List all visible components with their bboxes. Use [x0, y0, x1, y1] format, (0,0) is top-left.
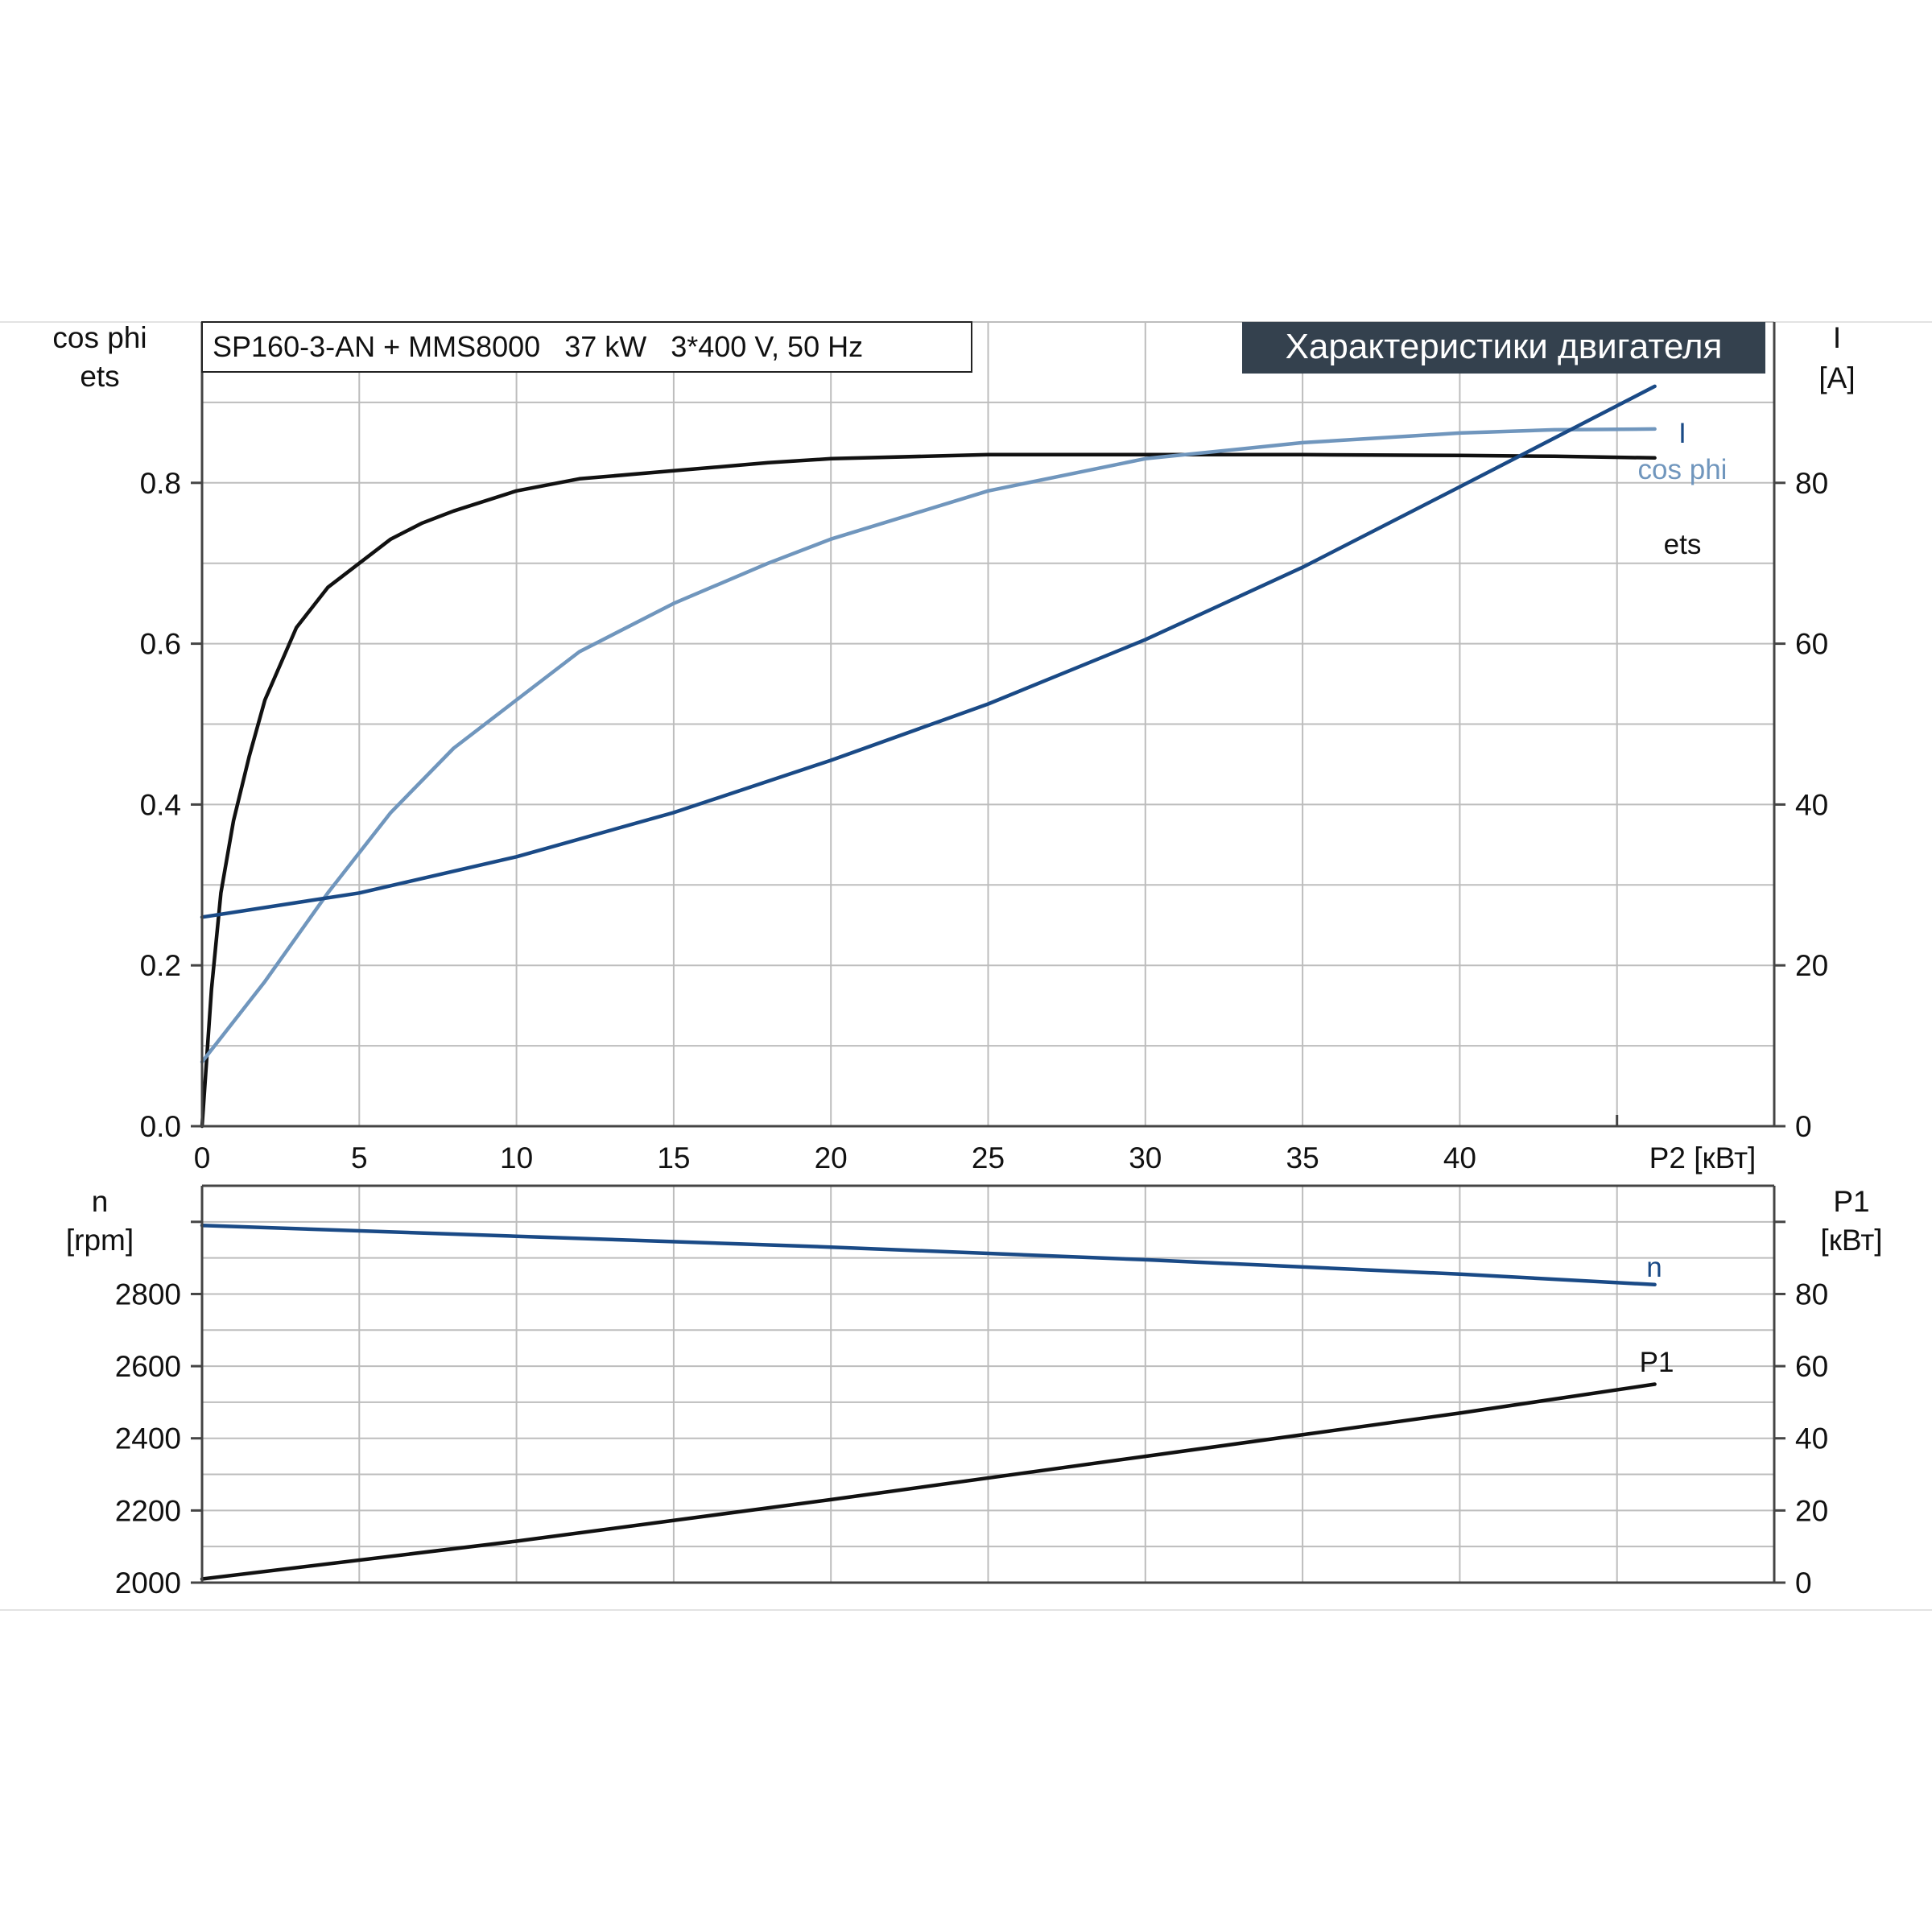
left-tick-label: 2000 [115, 1567, 181, 1600]
x-axis-label: P2 [кВт] [1649, 1141, 1757, 1174]
title-badge [1242, 322, 1765, 374]
bottom-panel: 2000 2200 2400 2600 2800 0 20 40 60 80 n [rpm] P1… [66, 1184, 1883, 1600]
left-tick-label: 0.8 [140, 467, 181, 500]
label-cosphi: cos phi [1638, 454, 1728, 485]
x-tick-label: 5 [351, 1141, 368, 1174]
label-i: I [1678, 418, 1686, 449]
top-panel: 0.0 0.2 0.4 0.6 0.8 0 20 40 60 80 0 5 10 15 20 25 30 35 40… [52, 321, 1856, 1174]
bottom-tick-labels: 2000 2200 2400 2600 2800 0 20 40 60 80 [115, 1278, 1828, 1600]
series-line-p1 [200, 1382, 1657, 1581]
series-line-cos-phi [200, 427, 1657, 1064]
right-axis-label-kw: [кВт] [1820, 1224, 1882, 1257]
top-axes [191, 322, 1785, 1128]
left-tick-label: 2200 [115, 1494, 181, 1527]
info-box-text: SP160-3-AN + MMS8000 37 kW 3*400 V, 50 H… [213, 330, 863, 363]
left-axis-label-rpm: [rpm] [66, 1224, 134, 1257]
left-axis-label-n: n [92, 1185, 109, 1218]
right-axis-label-unit: [A] [1818, 361, 1855, 394]
right-tick-label: 0 [1795, 1110, 1812, 1143]
x-tick-label: 25 [972, 1141, 1005, 1174]
series-line-i [200, 384, 1657, 919]
right-tick-label: 20 [1795, 1494, 1828, 1527]
left-tick-label: 0.2 [140, 949, 181, 982]
left-tick-label: 0.4 [140, 788, 181, 821]
left-tick-label: 2600 [115, 1350, 181, 1383]
x-tick-label: 10 [500, 1141, 533, 1174]
right-tick-label: 60 [1795, 628, 1828, 661]
right-tick-label: 80 [1795, 1278, 1828, 1311]
left-tick-label: 2400 [115, 1422, 181, 1455]
top-grid [201, 321, 1775, 1127]
right-tick-label: 40 [1795, 788, 1828, 821]
right-tick-label: 20 [1795, 949, 1828, 982]
series-line-n [200, 1224, 1657, 1287]
x-tick-label: 0 [194, 1141, 211, 1174]
right-axis-label-p1: P1 [1833, 1185, 1869, 1218]
x-tick-label: 40 [1443, 1141, 1476, 1174]
label-n: n [1646, 1252, 1662, 1283]
bottom-axes [191, 1184, 1785, 1584]
right-axis-label-i: I [1833, 321, 1841, 354]
x-tick-label: 15 [657, 1141, 690, 1174]
right-tick-label: 60 [1795, 1350, 1828, 1383]
top-tick-labels: 0.0 0.2 0.4 0.6 0.8 0 20 40 60 80 0 5 10 15 20 25 30 35 40 [140, 467, 1829, 1174]
left-tick-label: 2800 [115, 1278, 181, 1311]
title-badge-text: Характеристики двигателя [1286, 327, 1723, 366]
x-tick-label: 20 [815, 1141, 848, 1174]
info-box-frame [201, 321, 972, 373]
right-tick-label: 40 [1795, 1422, 1828, 1455]
x-tick-label: 30 [1129, 1141, 1162, 1174]
left-axis-label-ets: ets [80, 360, 119, 393]
right-tick-label: 80 [1795, 467, 1828, 500]
series-line-ets [200, 452, 1657, 1129]
top-series [200, 384, 1657, 1129]
label-p1: P1 [1640, 1347, 1674, 1378]
x-tick-label: 35 [1286, 1141, 1319, 1174]
left-tick-label: 0.0 [140, 1110, 181, 1143]
left-tick-label: 0.6 [140, 628, 181, 661]
right-tick-label: 0 [1795, 1567, 1812, 1600]
label-ets: ets [1664, 529, 1702, 560]
bottom-grid [201, 1185, 1775, 1583]
left-axis-label-cosphi: cos phi [52, 321, 147, 354]
bottom-series [200, 1224, 1657, 1581]
